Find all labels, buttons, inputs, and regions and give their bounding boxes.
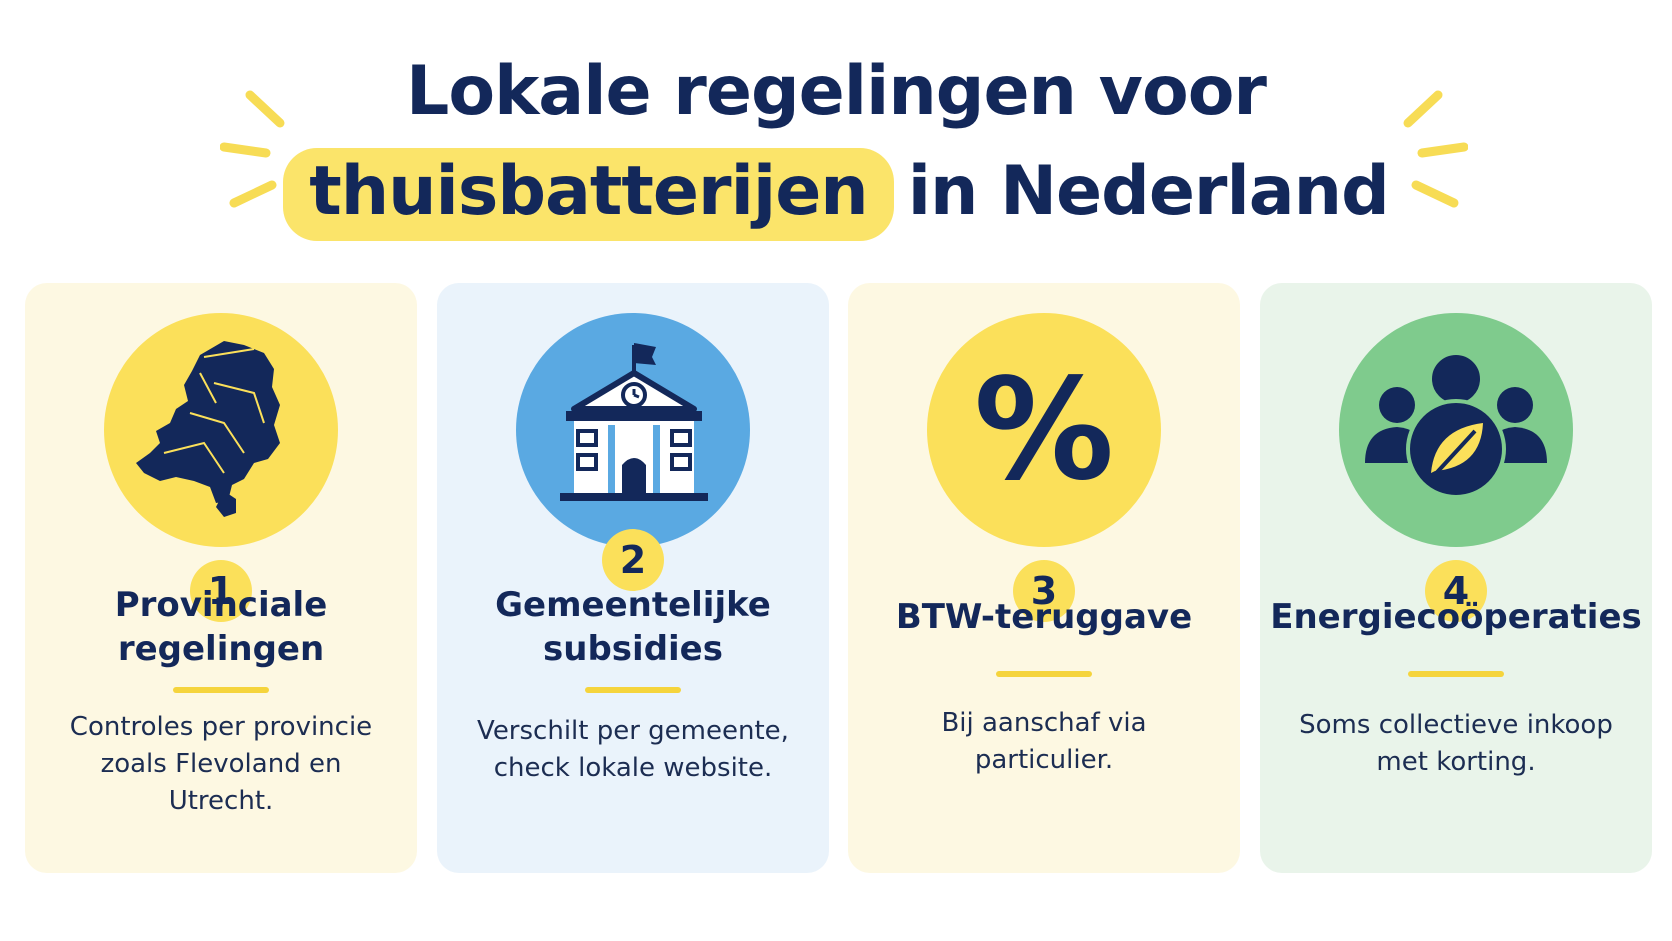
step-number: 1 bbox=[190, 560, 252, 622]
title-line-2: thuisbatterijen in Nederland bbox=[0, 148, 1672, 241]
card-heading: Provinciale regelingen bbox=[114, 585, 328, 669]
divider bbox=[173, 687, 269, 693]
title-line-2-rest: in Nederland bbox=[907, 152, 1390, 231]
card-energy-cooperatives: 4 Energiecoöperaties Soms collectieve in… bbox=[1260, 283, 1652, 873]
card-heading: BTW-teruggave bbox=[895, 597, 1193, 637]
card-description: Verschilt per gemeente, check lokale web… bbox=[477, 716, 789, 783]
title-line-1: Lokale regelingen voor bbox=[406, 52, 1267, 131]
card-heading: Energiecoöperaties bbox=[1270, 597, 1642, 637]
card-description: Bij aanschaf via particulier. bbox=[941, 708, 1147, 775]
netherlands-map-icon bbox=[104, 313, 338, 547]
sparkle-left-icon bbox=[220, 85, 310, 215]
step-number: 4 bbox=[1425, 560, 1487, 622]
community-leaf-icon bbox=[1339, 313, 1573, 547]
divider bbox=[585, 687, 681, 693]
step-number: 2 bbox=[602, 529, 664, 591]
title-highlight: thuisbatterijen bbox=[283, 148, 894, 241]
card-description: Soms collectieve inkoop met korting. bbox=[1299, 710, 1613, 777]
town-hall-icon bbox=[516, 313, 750, 547]
divider bbox=[996, 671, 1092, 677]
percent-icon: % bbox=[927, 313, 1161, 547]
page-title: Lokale regelingen voor thuisbatterijen in… bbox=[0, 0, 1672, 270]
card-vat-refund: % 3 BTW-teruggave Bij aanschaf via parti… bbox=[848, 283, 1240, 873]
card-heading: Gemeentelijke subsidies bbox=[495, 585, 771, 669]
step-number: 3 bbox=[1013, 560, 1075, 622]
card-description: Controles per provincie zoals Flevoland … bbox=[69, 712, 373, 816]
card-municipal-subsidies: 2 Gemeentelijke subsidies Verschilt per … bbox=[437, 283, 829, 873]
divider bbox=[1408, 671, 1504, 677]
card-provincial-schemes: 1 Provinciale regelingen Controles per p… bbox=[25, 283, 417, 873]
sparkle-right-icon bbox=[1378, 85, 1468, 215]
